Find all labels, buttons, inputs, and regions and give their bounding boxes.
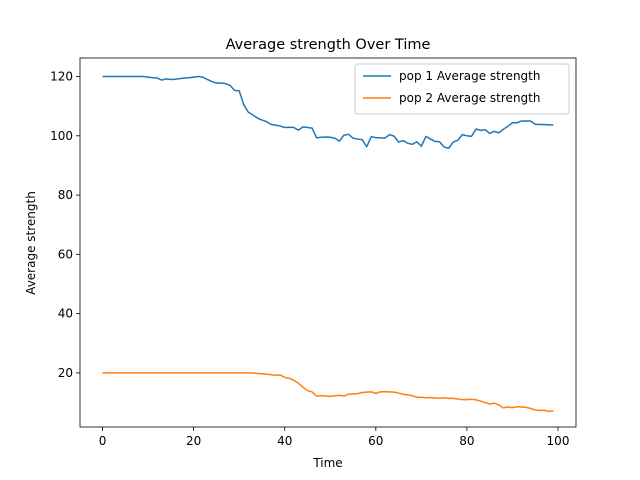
- x-tick-label: 100: [547, 434, 570, 448]
- y-tick-label: 20: [58, 366, 73, 380]
- x-axis: 0 20 40 60 80 100: [99, 427, 570, 448]
- y-tick-label: 60: [58, 247, 73, 261]
- series-line-pop-1: [102, 75, 554, 149]
- y-axis: 20 40 60 80 100 120: [50, 70, 80, 380]
- x-tick-label: 80: [459, 434, 474, 448]
- y-tick-label: 120: [50, 70, 73, 84]
- y-tick-label: 80: [58, 188, 73, 202]
- y-tick-label: 40: [58, 307, 73, 321]
- series-line-pop-2: [102, 372, 554, 413]
- plot-frame: [79, 57, 577, 428]
- legend-label: pop 1 Average strength: [399, 69, 540, 83]
- x-tick-label: 20: [186, 434, 201, 448]
- x-tick-label: 60: [368, 434, 383, 448]
- chart-title: Average strength Over Time: [226, 37, 431, 53]
- series-layer: [102, 75, 554, 413]
- x-tick-label: 0: [99, 434, 107, 448]
- legend: pop 1 Average strength pop 2 Average stre…: [354, 63, 570, 115]
- y-tick-label: 100: [50, 129, 73, 143]
- x-axis-title: Time: [312, 456, 342, 470]
- legend-box: [354, 63, 570, 115]
- legend-label: pop 2 Average strength: [399, 91, 540, 105]
- x-tick-label: 40: [277, 434, 292, 448]
- y-axis-title: Average strength: [24, 191, 38, 295]
